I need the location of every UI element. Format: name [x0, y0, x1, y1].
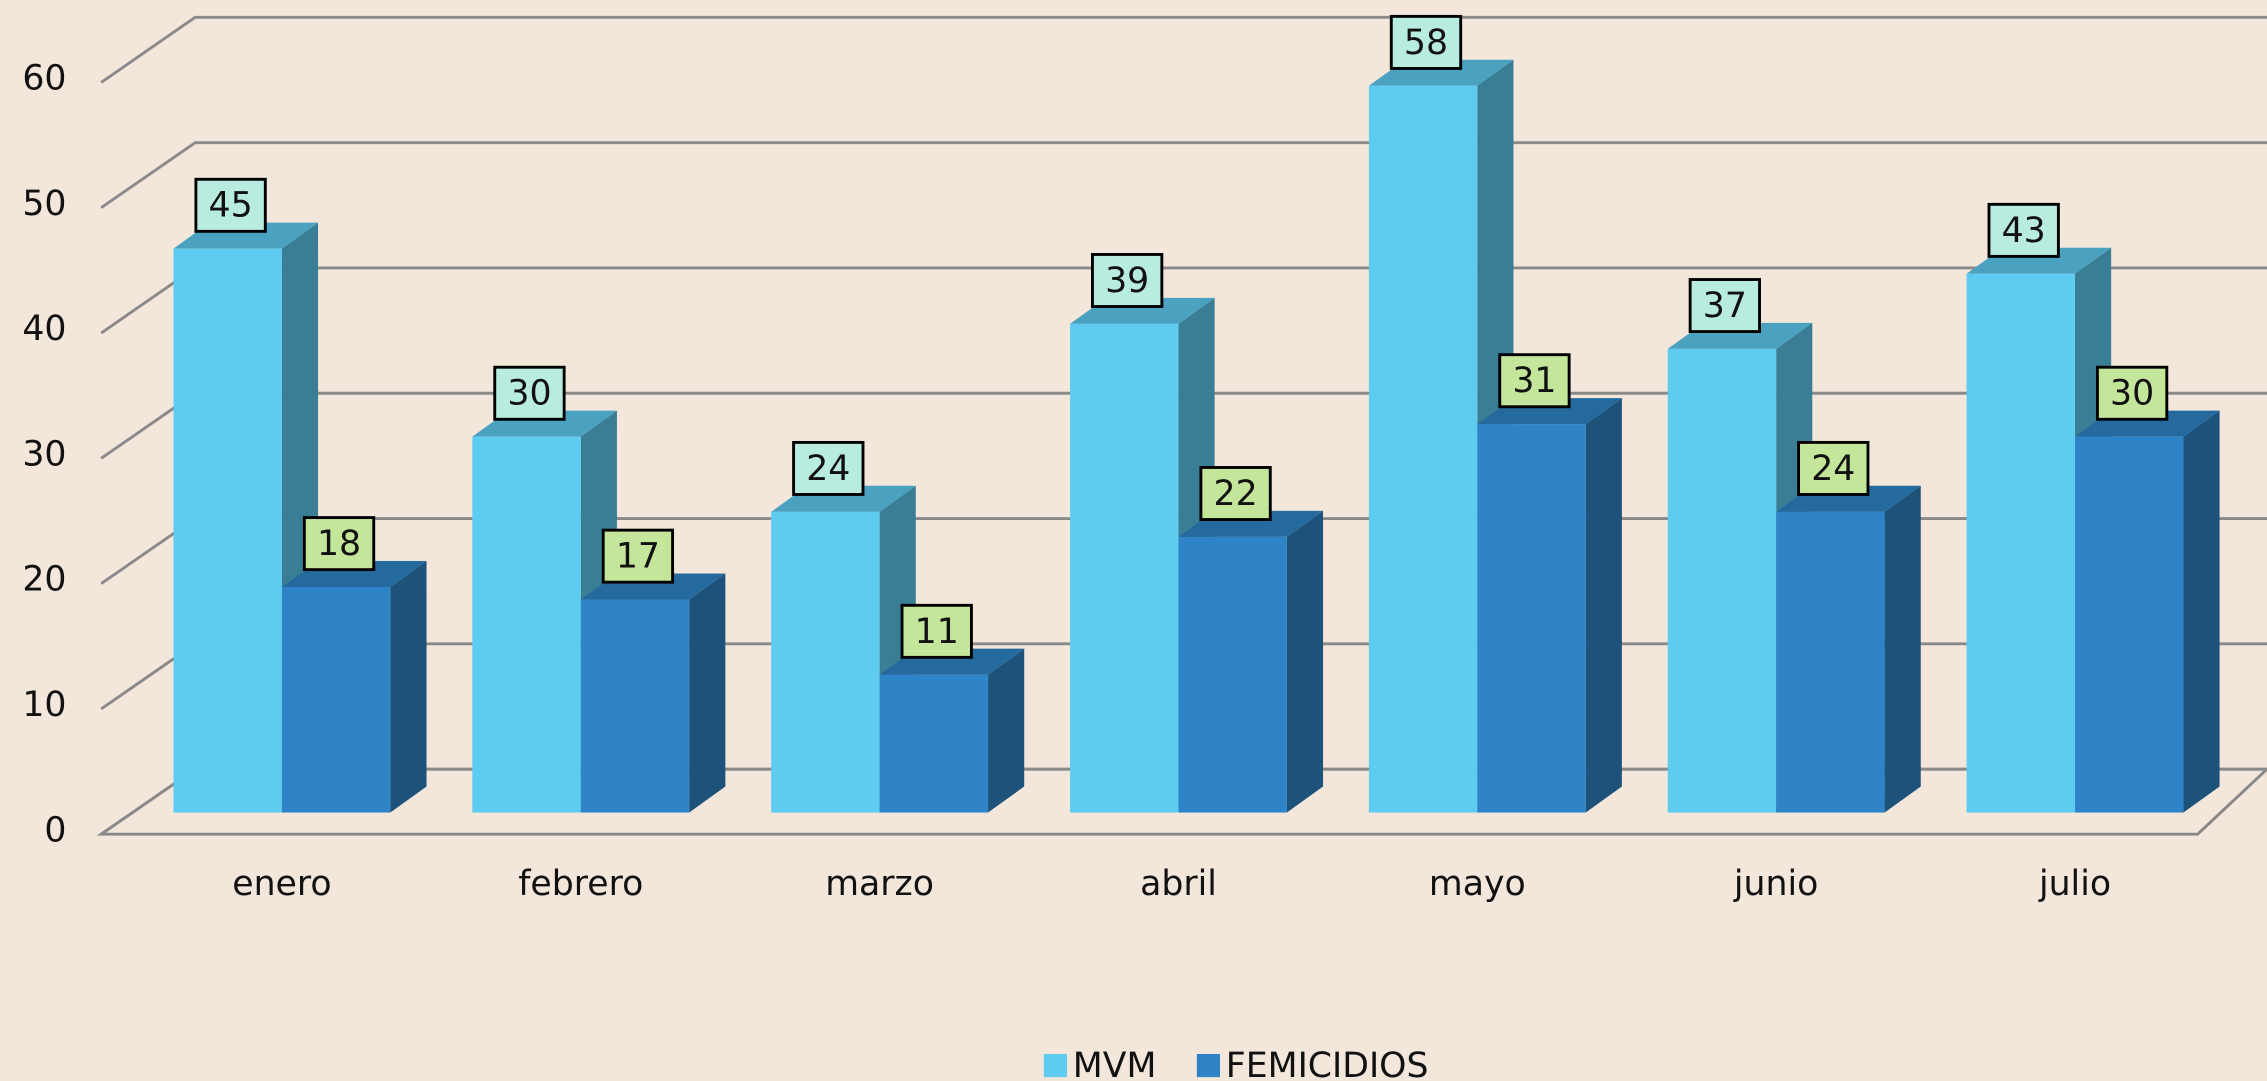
data-label-box: [2095, 365, 2169, 421]
data-label-box: [1498, 353, 1571, 409]
bar-front: [281, 586, 391, 813]
data-label-box: [1199, 466, 1272, 521]
data-label-box: [1688, 278, 1761, 334]
y-tick-label: 20: [22, 560, 66, 600]
bar-front: [1966, 273, 2076, 813]
data-label: 30: [507, 374, 551, 414]
y-tick-label: 50: [22, 184, 66, 224]
data-label: 31: [1512, 361, 1556, 401]
data-label-box: [900, 603, 973, 659]
bar-side: [988, 648, 1025, 813]
data-label-box: [493, 365, 566, 421]
bar: [281, 560, 427, 813]
legend-swatch: [1043, 1053, 1068, 1078]
y-tick-label: 30: [22, 434, 66, 474]
bar: [1776, 485, 1921, 813]
data-label: 24: [806, 449, 850, 489]
data-label: 37: [1703, 286, 1747, 326]
data-label-box: [1389, 14, 1463, 70]
data-label-box: [601, 528, 675, 584]
data-label: 24: [1811, 449, 1855, 489]
bar-front: [1477, 424, 1586, 813]
data-label-box: [194, 177, 267, 233]
x-tick-label: julio: [2038, 864, 2111, 904]
bar: [1178, 510, 1324, 813]
legend-label: FEMICIDIOS: [1226, 1046, 1429, 1081]
plot: 0 10 20 30 40 50 60 enero 45 18 febrero 30 17 marzo 24…: [22, 14, 2267, 1081]
data-label: 43: [2002, 211, 2046, 251]
grid-line: [100, 15, 2267, 84]
x-tick-label: junio: [1733, 864, 1818, 904]
bar-side: [689, 573, 726, 813]
data-label: 18: [317, 524, 361, 564]
bar-side: [1884, 485, 1921, 813]
bar: [2075, 410, 2220, 813]
bar-front: [173, 248, 282, 813]
bar-front: [1667, 348, 1777, 813]
data-label-box: [1987, 202, 2060, 258]
bar-front: [2075, 436, 2184, 813]
y-tick-label: 60: [22, 59, 66, 99]
data-label: 58: [1404, 23, 1448, 63]
legend-swatch: [1196, 1053, 1220, 1078]
data-label: 45: [209, 186, 253, 226]
data-label-box: [1797, 440, 1870, 496]
data-label-box: [302, 516, 376, 572]
bar-front: [1368, 85, 1478, 813]
y-tick-label: 10: [22, 685, 66, 725]
data-label-box: [792, 440, 865, 496]
bar: [1477, 398, 1622, 813]
bar-side: [390, 560, 427, 813]
data-label: 22: [1214, 474, 1258, 514]
bar-front: [472, 436, 581, 813]
bar: [580, 573, 726, 813]
x-tick-label: mayo: [1429, 864, 1526, 904]
x-tick-label: abril: [1140, 864, 1217, 904]
x-tick-label: febrero: [518, 864, 643, 904]
bar-side: [1286, 510, 1324, 813]
bar-front: [879, 674, 989, 813]
y-tick-label: 40: [22, 309, 66, 349]
grid-line: [100, 141, 2267, 209]
bar-side: [1585, 398, 1622, 813]
y-tick-label: 0: [44, 810, 66, 850]
bar-front: [1178, 536, 1287, 813]
bar-side: [2183, 410, 2220, 813]
x-tick-label: marzo: [825, 864, 934, 904]
legend-label: MVM: [1073, 1046, 1157, 1081]
data-label: 30: [2110, 374, 2154, 414]
bar-front: [771, 511, 880, 813]
bar: [879, 648, 1025, 813]
data-label: 39: [1105, 261, 1149, 301]
data-label: 17: [616, 537, 660, 577]
data-label-box: [1091, 253, 1164, 308]
bar-front: [1776, 511, 1885, 813]
bar-front: [580, 599, 690, 813]
x-tick-label: enero: [232, 864, 331, 904]
bar-front: [1070, 323, 1179, 813]
data-label: 11: [915, 612, 959, 652]
